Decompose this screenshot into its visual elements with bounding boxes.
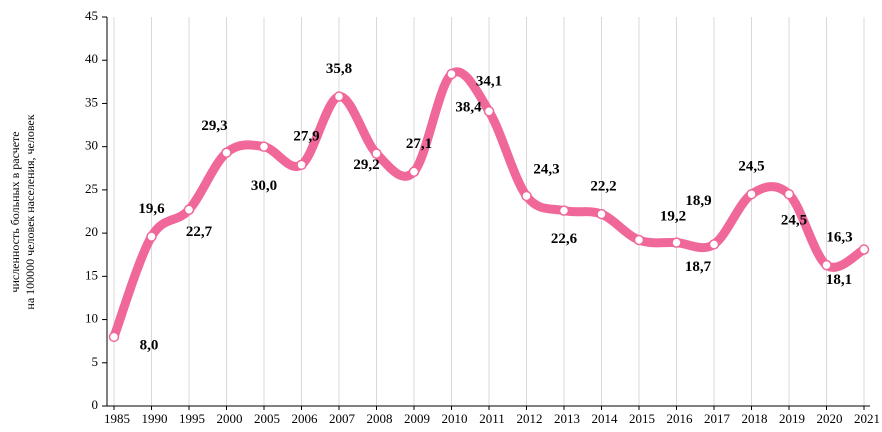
x-tick-label: 2018 [742,411,768,426]
data-point [183,204,195,216]
x-tick-label: 2017 [704,411,731,426]
data-label: 24,5 [738,159,764,175]
data-point [521,190,532,202]
data-label: 18,7 [685,259,712,275]
data-point [371,148,382,159]
y-axis-title-line: на 100000 человек населения, человек [23,114,37,309]
x-tick-label: 2005 [254,411,280,426]
data-point [333,91,345,102]
y-tick-label: 0 [92,397,99,412]
data-label: 18,9 [685,193,711,209]
x-tick-label: 2009 [404,411,430,426]
data-line [109,67,869,342]
data-point [783,188,795,200]
data-label: 19,2 [660,208,686,224]
data-label: 35,8 [326,61,352,77]
data-point [221,147,232,158]
data-label: 27,9 [293,128,319,144]
y-tick-label: 35 [85,94,98,109]
x-tick-label: 2007 [329,411,356,426]
x-tick-label: 1990 [142,411,168,426]
data-point [446,68,457,80]
y-tick-label: 15 [85,267,98,282]
data-label: 27,1 [406,136,432,152]
data-point [596,208,607,220]
data-label: 22,7 [186,224,213,240]
x-tick-label: 2010 [442,411,468,426]
y-axis-title: численность больных в расчете на 100000 … [8,114,37,309]
data-point [821,259,832,271]
data-point [746,188,757,200]
data-label: 34,1 [476,74,502,90]
data-point [296,159,307,171]
data-point [108,331,120,343]
data-label: 16,3 [826,230,852,246]
y-tick-label: 25 [85,181,98,196]
x-tick-label: 2008 [367,411,393,426]
x-tick-label: 2006 [292,411,319,426]
data-label: 18,1 [826,272,852,288]
y-tick-label: 45 [85,8,98,23]
y-tick-label: 30 [85,138,98,153]
data-label: 24,5 [781,213,807,229]
data-point [408,166,420,177]
x-tick-label: 1985 [104,411,130,426]
x-tick-label: 2012 [517,411,543,426]
data-label: 29,2 [353,157,379,173]
data-point [858,244,870,255]
x-tick-label: 2020 [817,411,843,426]
data-label: 24,3 [533,161,559,177]
x-tick-label: 2000 [217,411,243,426]
x-tick-label: 2014 [592,411,619,426]
data-point [483,105,495,117]
x-tick-label: 2015 [629,411,655,426]
x-tick-label: 2013 [554,411,580,426]
x-tick-label: 1995 [179,411,205,426]
x-tick-label: 2016 [667,411,694,426]
y-tick-label: 10 [85,311,98,326]
y-axis-title-line: численность больных в расчете [8,131,22,292]
data-point [633,234,645,246]
data-label: 22,2 [590,179,616,195]
data-point [708,239,720,250]
x-tick-label: 2021 [854,411,880,426]
y-tick-label: 20 [85,224,98,239]
data-point [258,141,270,152]
data-point [558,205,570,216]
y-tick-label: 5 [92,354,99,369]
data-label: 19,6 [138,201,165,217]
y-tick-label: 40 [85,51,98,66]
data-label: 30,0 [251,178,277,194]
x-tick-label: 2011 [479,411,505,426]
data-label: 29,3 [201,118,227,134]
x-tick-label: 2019 [779,411,805,426]
data-point [671,237,682,248]
data-label: 38,4 [455,99,482,115]
data-point [146,231,157,242]
data-label: 22,6 [551,231,578,247]
data-label: 8,0 [140,337,159,353]
